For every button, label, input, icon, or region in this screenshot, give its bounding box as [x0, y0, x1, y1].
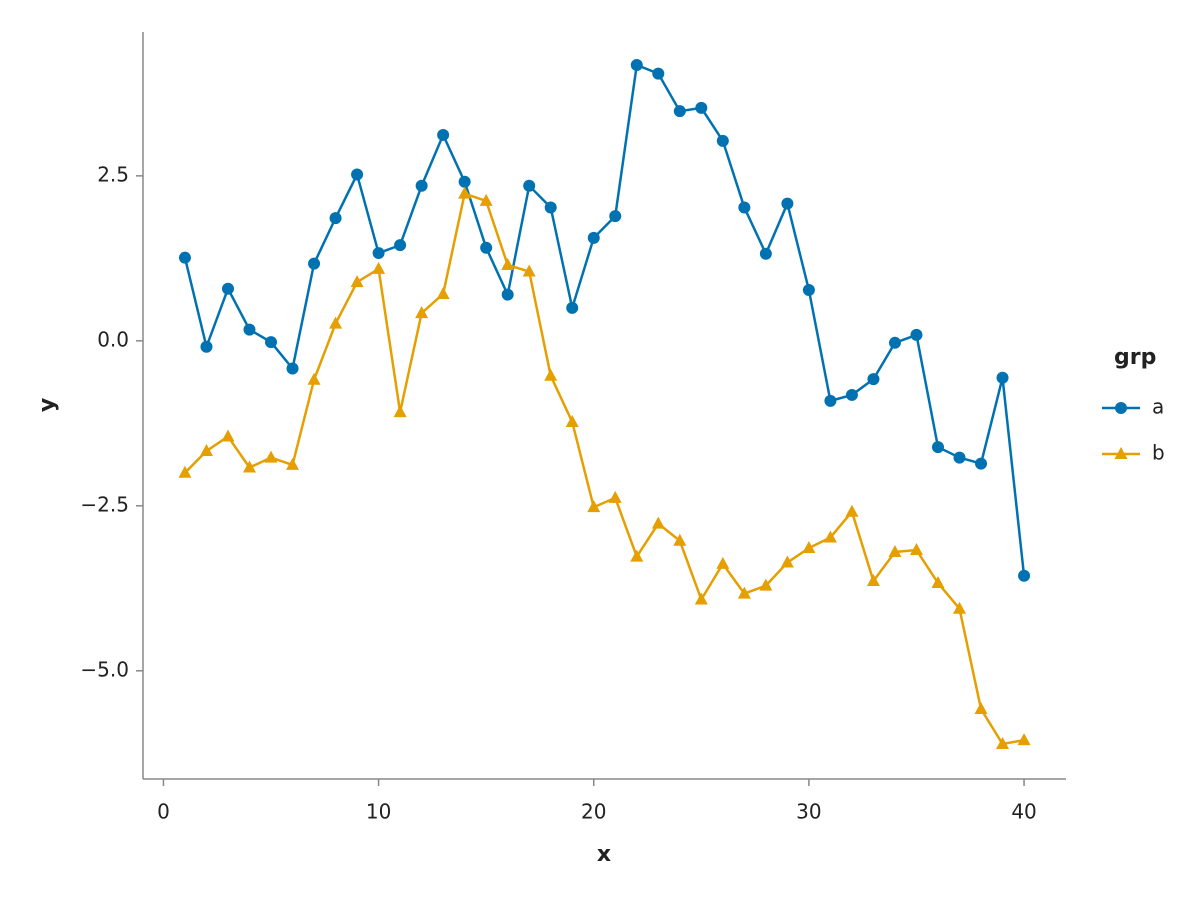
point [953, 451, 966, 464]
point [867, 373, 880, 386]
point [436, 286, 450, 299]
point [350, 275, 364, 288]
x-tick-label: 20 [581, 800, 606, 824]
point [651, 516, 665, 529]
legend-title: grp [1114, 345, 1156, 370]
point [351, 168, 364, 181]
point [243, 460, 256, 473]
point [1018, 569, 1031, 582]
point [953, 601, 966, 614]
point [652, 67, 665, 80]
point [780, 555, 794, 568]
point [544, 201, 557, 214]
point [221, 282, 234, 295]
point [802, 541, 816, 554]
point [609, 210, 622, 223]
point [522, 264, 536, 277]
point [178, 251, 191, 264]
y-tick-label: 0.0 [97, 327, 129, 351]
point [479, 193, 493, 206]
point [910, 328, 923, 341]
point [737, 586, 751, 599]
x-axis-label: x [597, 842, 611, 867]
point [307, 372, 321, 385]
point [286, 362, 299, 375]
point [587, 231, 600, 244]
legend-marker [1115, 402, 1127, 414]
point [265, 336, 278, 349]
point [501, 257, 515, 270]
point [738, 201, 751, 214]
series-line [184, 192, 1025, 746]
point [415, 179, 428, 192]
point [458, 175, 471, 188]
point [695, 101, 708, 114]
point [931, 441, 944, 454]
point [781, 197, 794, 210]
x-tick-label: 0 [157, 800, 170, 824]
x-tick-label: 10 [366, 800, 391, 824]
point [759, 247, 772, 260]
point [480, 241, 493, 254]
point [501, 288, 514, 301]
point [243, 323, 256, 336]
point [974, 702, 988, 715]
point [199, 444, 213, 457]
point [608, 490, 622, 503]
point [845, 388, 858, 401]
point [329, 316, 343, 329]
point [372, 247, 385, 260]
point [931, 576, 945, 589]
point [802, 284, 815, 297]
point [694, 592, 708, 605]
point [286, 457, 300, 470]
y-tick-label: 2.5 [97, 162, 129, 186]
point [566, 301, 579, 314]
point [866, 574, 880, 587]
point [1017, 733, 1031, 746]
point [393, 405, 407, 418]
point [415, 306, 429, 319]
point [888, 544, 902, 557]
point [996, 737, 1010, 750]
point [394, 239, 407, 252]
legend-label: b [1152, 441, 1165, 465]
point [716, 134, 729, 147]
point [264, 450, 278, 463]
y-tick-label: −2.5 [80, 492, 129, 516]
point [824, 394, 837, 407]
x-tick-label: 40 [1011, 800, 1036, 824]
legend-label: a [1152, 395, 1164, 419]
point [200, 340, 213, 353]
point [544, 368, 558, 381]
point [178, 465, 192, 478]
point [673, 105, 686, 118]
point [823, 530, 837, 543]
y-axis-label: y [35, 398, 60, 412]
point [329, 212, 342, 225]
point [372, 261, 386, 274]
point [523, 179, 536, 192]
point [587, 500, 601, 513]
point [975, 457, 988, 470]
point [221, 429, 235, 442]
series-line [183, 63, 1026, 576]
point [308, 257, 321, 270]
point [909, 543, 923, 556]
point [759, 578, 773, 591]
point [565, 414, 579, 427]
y-tick-label: −5.0 [80, 657, 129, 681]
point [630, 58, 643, 71]
point [630, 549, 644, 562]
legend-marker [1114, 447, 1128, 459]
point [888, 336, 901, 349]
point [673, 533, 687, 546]
point [845, 504, 859, 517]
x-tick-label: 30 [796, 800, 821, 824]
point [458, 186, 472, 199]
point [437, 128, 450, 141]
point [716, 556, 730, 569]
point [996, 371, 1009, 384]
